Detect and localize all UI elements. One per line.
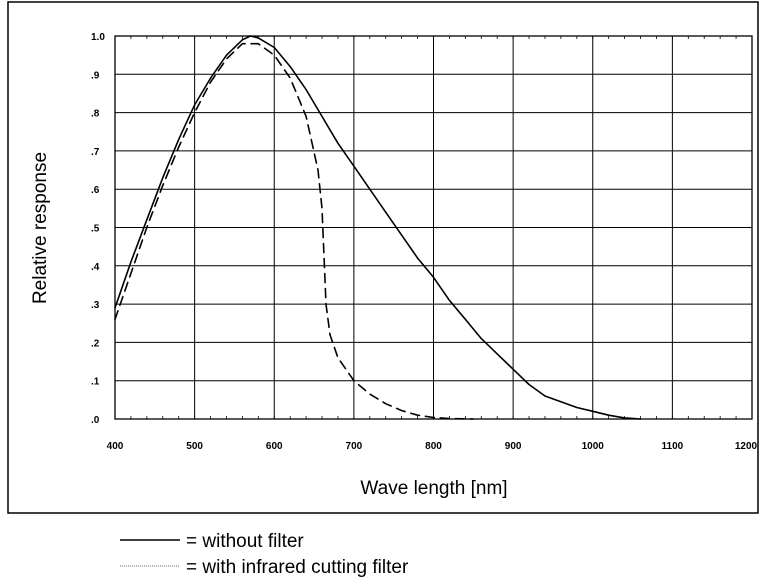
y-tick-label: .0	[91, 415, 100, 426]
y-tick-label: .3	[91, 300, 100, 311]
x-tick-label: 500	[186, 441, 203, 452]
x-axis-title: Wave length [nm]	[360, 478, 507, 499]
x-tick-labels: 400 500 600 700 800 900 1000 1100 1200	[107, 441, 758, 452]
series-line-with-infrared-filter	[114, 42, 475, 420]
x-tick-label: 400	[107, 441, 124, 452]
y-tick-label: .4	[91, 262, 100, 273]
y-axis-title: Relative response	[30, 152, 51, 304]
plot-frame	[114, 35, 753, 420]
y-tick-label: .7	[91, 147, 100, 158]
legend-label-with-infrared-filter: = with infrared cutting filter	[186, 557, 409, 578]
grid	[114, 35, 753, 420]
y-tick-label: .1	[91, 377, 100, 388]
y-tick-label: .2	[91, 338, 100, 349]
x-tick-label: 600	[266, 441, 283, 452]
legend: = without filter = with infrared cutting…	[120, 531, 409, 578]
chart-border	[7, 1, 759, 514]
y-tick-label: .6	[91, 185, 100, 196]
y-tick-labels: .0 .1 .2 .3 .4 .5 .6 .7 .8 .9 1.0	[91, 32, 105, 426]
x-tick-label: 1100	[662, 441, 684, 452]
series-group	[114, 35, 642, 420]
y-tick-label: .5	[91, 224, 100, 235]
y-tick-label: .8	[91, 109, 100, 120]
legend-label-without-filter: = without filter	[186, 531, 304, 552]
y-tick-label: .9	[91, 70, 100, 81]
x-tick-label: 1200	[735, 441, 758, 452]
x-tick-label: 1000	[582, 441, 605, 452]
series-line-without-filter	[114, 35, 642, 420]
x-tick-label: 700	[346, 441, 363, 452]
x-tick-label: 800	[425, 441, 442, 452]
x-tick-label: 900	[505, 441, 522, 452]
y-tick-label: 1.0	[91, 32, 105, 43]
